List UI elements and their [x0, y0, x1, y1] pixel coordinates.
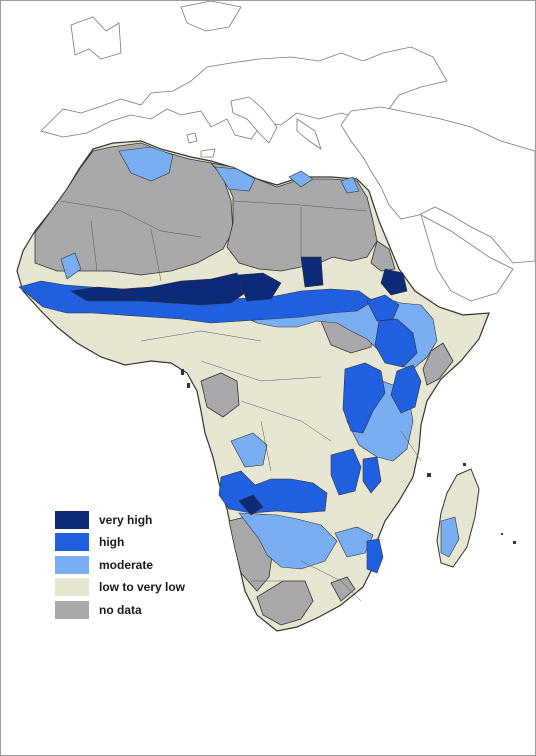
- legend-label: no data: [99, 602, 142, 617]
- surrounding-land: [40, 1, 535, 302]
- legend-item-moderate: moderate: [55, 554, 185, 575]
- legend-label: moderate: [99, 557, 154, 572]
- legend-swatch: [55, 510, 89, 529]
- admin-boundaries: [60, 200, 422, 602]
- no-data-regions: [34, 142, 454, 626]
- legend-swatch: [55, 600, 89, 619]
- legend-item-no-data: no data: [55, 599, 185, 620]
- legend-label: very high: [99, 512, 153, 527]
- legend-item-low-to-very-low: low to very low: [55, 577, 185, 598]
- legend-swatch: [55, 555, 89, 574]
- very-high-regions: [70, 256, 408, 516]
- legend-swatch: [55, 533, 89, 551]
- map-legend: very high high moderate low to very low …: [55, 509, 185, 622]
- legend-label: high: [99, 535, 125, 549]
- legend-swatch: [55, 578, 89, 596]
- islands: [181, 369, 516, 544]
- legend-label: low to very low: [99, 580, 186, 594]
- legend-item-very-high: very high: [55, 509, 185, 530]
- legend-item-high: high: [55, 532, 185, 553]
